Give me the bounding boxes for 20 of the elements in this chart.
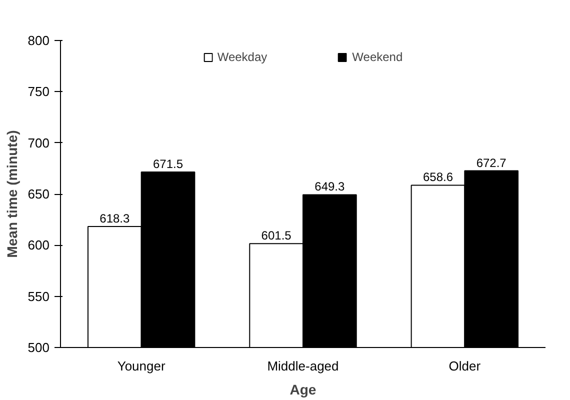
- data-label: 658.6: [422, 170, 454, 184]
- legend-label: Weekday: [217, 50, 268, 64]
- y-axis-title: Mean time (minute): [4, 130, 20, 258]
- data-label: 672.7: [476, 156, 507, 170]
- x-tick-label: Older: [448, 358, 482, 374]
- y-tick-label: 600: [28, 238, 50, 253]
- y-tick-label: 800: [28, 33, 50, 48]
- y-tick-label: 700: [28, 135, 50, 150]
- x-tick-label: Younger: [117, 358, 166, 374]
- data-label: 601.5: [261, 228, 292, 243]
- x-axis-title: Age: [290, 382, 316, 398]
- x-tick-label: Middle-aged: [267, 358, 339, 374]
- legend-label: Weekend: [352, 50, 403, 64]
- y-tick-label: 750: [28, 84, 50, 100]
- y-tick-label: 650: [28, 186, 50, 202]
- y-tick-label: 500: [28, 340, 50, 355]
- y-tick-label: 550: [28, 288, 50, 304]
- data-label: 618.3: [100, 211, 130, 226]
- data-label: 649.3: [314, 180, 346, 194]
- data-label: 671.5: [152, 157, 184, 171]
